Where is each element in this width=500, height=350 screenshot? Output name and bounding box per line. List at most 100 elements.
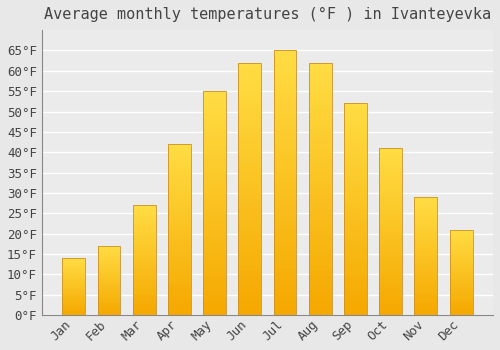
Bar bbox=[379, 148, 402, 315]
Bar bbox=[98, 314, 120, 315]
Bar bbox=[203, 167, 226, 172]
Bar bbox=[379, 218, 402, 222]
Bar bbox=[379, 265, 402, 268]
Bar bbox=[203, 252, 226, 257]
Bar bbox=[168, 233, 191, 237]
Bar bbox=[309, 250, 332, 254]
Bar bbox=[344, 256, 367, 260]
Bar bbox=[203, 132, 226, 136]
Bar bbox=[344, 260, 367, 264]
Bar bbox=[274, 82, 296, 88]
Bar bbox=[238, 78, 262, 83]
Bar bbox=[168, 199, 191, 202]
Bar bbox=[344, 277, 367, 281]
Bar bbox=[62, 274, 85, 275]
Bar bbox=[203, 145, 226, 149]
Bar bbox=[309, 305, 332, 310]
Bar bbox=[309, 239, 332, 244]
Bar bbox=[132, 260, 156, 262]
Bar bbox=[238, 103, 262, 108]
Bar bbox=[203, 96, 226, 100]
Bar bbox=[98, 250, 120, 252]
Bar bbox=[203, 194, 226, 199]
Bar bbox=[450, 266, 472, 267]
Bar bbox=[309, 270, 332, 275]
Bar bbox=[309, 189, 332, 194]
Bar bbox=[309, 138, 332, 143]
Bar bbox=[62, 272, 85, 273]
Bar bbox=[203, 288, 226, 293]
Bar bbox=[309, 164, 332, 169]
Bar bbox=[168, 247, 191, 250]
Bar bbox=[132, 218, 156, 220]
Bar bbox=[62, 287, 85, 288]
Bar bbox=[98, 247, 120, 249]
Bar bbox=[379, 175, 402, 178]
Bar bbox=[132, 205, 156, 208]
Bar bbox=[98, 276, 120, 278]
Bar bbox=[203, 212, 226, 217]
Bar bbox=[344, 150, 367, 154]
Bar bbox=[274, 119, 296, 125]
Bar bbox=[168, 295, 191, 298]
Bar bbox=[238, 164, 262, 169]
Bar bbox=[414, 197, 438, 199]
Bar bbox=[450, 291, 472, 293]
Bar bbox=[98, 310, 120, 311]
Bar bbox=[450, 274, 472, 276]
Bar bbox=[203, 91, 226, 315]
Bar bbox=[98, 303, 120, 304]
Bar bbox=[274, 162, 296, 167]
Bar bbox=[309, 174, 332, 179]
Bar bbox=[309, 133, 332, 138]
Bar bbox=[379, 312, 402, 315]
Bar bbox=[203, 261, 226, 266]
Bar bbox=[238, 169, 262, 174]
Title: Average monthly temperatures (°F ) in Ivanteyevka: Average monthly temperatures (°F ) in Iv… bbox=[44, 7, 491, 22]
Bar bbox=[450, 288, 472, 289]
Bar bbox=[414, 306, 438, 308]
Bar bbox=[98, 289, 120, 290]
Bar bbox=[344, 103, 367, 315]
Bar bbox=[168, 305, 191, 308]
Bar bbox=[62, 271, 85, 272]
Bar bbox=[203, 158, 226, 163]
Bar bbox=[203, 140, 226, 145]
Bar bbox=[379, 225, 402, 228]
Bar bbox=[379, 302, 402, 305]
Bar bbox=[168, 240, 191, 243]
Bar bbox=[238, 270, 262, 275]
Bar bbox=[344, 107, 367, 112]
Bar bbox=[98, 307, 120, 308]
Bar bbox=[132, 298, 156, 300]
Bar bbox=[62, 270, 85, 271]
Bar bbox=[414, 301, 438, 303]
Bar bbox=[62, 265, 85, 266]
Bar bbox=[132, 287, 156, 289]
Bar bbox=[203, 113, 226, 118]
Bar bbox=[62, 299, 85, 300]
Bar bbox=[168, 257, 191, 260]
Bar bbox=[450, 272, 472, 274]
Bar bbox=[98, 290, 120, 292]
Bar bbox=[379, 148, 402, 152]
Bar bbox=[238, 184, 262, 189]
Bar bbox=[344, 311, 367, 315]
Bar bbox=[168, 168, 191, 172]
Bar bbox=[168, 285, 191, 288]
Bar bbox=[379, 198, 402, 202]
Bar bbox=[450, 255, 472, 257]
Bar bbox=[274, 220, 296, 225]
Bar bbox=[344, 281, 367, 286]
Bar bbox=[238, 189, 262, 194]
Bar bbox=[62, 259, 85, 260]
Bar bbox=[132, 285, 156, 287]
Bar bbox=[238, 244, 262, 250]
Bar bbox=[98, 299, 120, 300]
Bar bbox=[98, 281, 120, 282]
Bar bbox=[132, 254, 156, 256]
Bar bbox=[274, 304, 296, 310]
Bar bbox=[168, 308, 191, 312]
Bar bbox=[344, 239, 367, 243]
Bar bbox=[203, 136, 226, 140]
